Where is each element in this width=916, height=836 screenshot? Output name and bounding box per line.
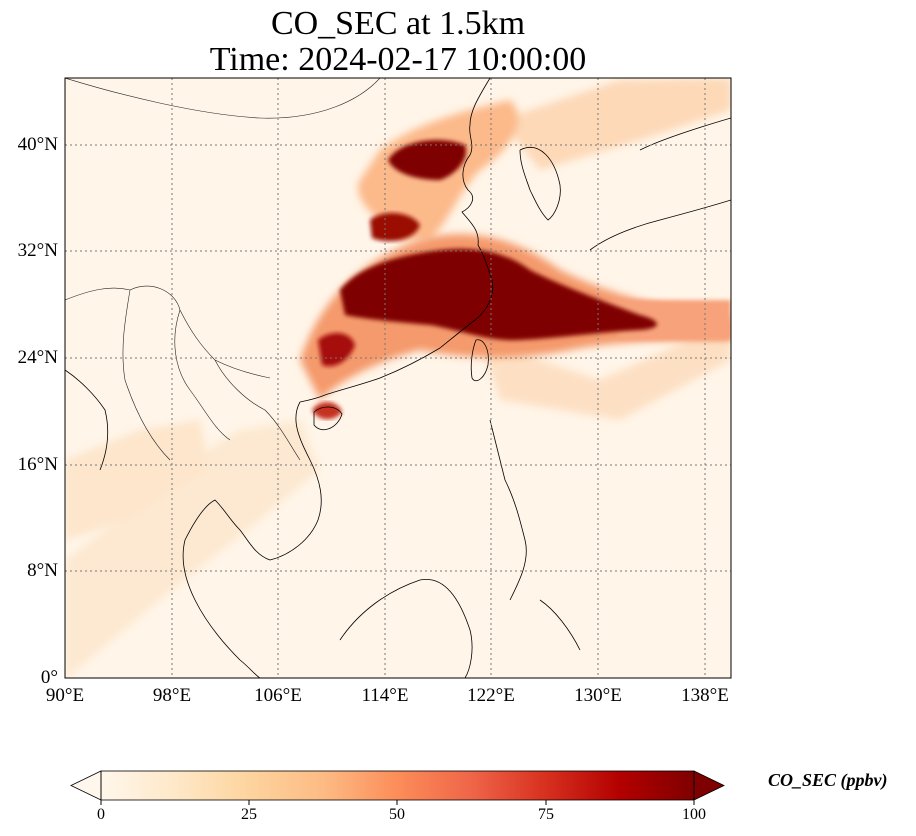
colorbar-tick-label: 75: [538, 806, 554, 823]
colorbar-extend-max: [693, 770, 725, 801]
colorbar-tick-label: 100: [682, 806, 706, 823]
haze-south-china-sea: [65, 420, 320, 678]
plume-core-hainan: [312, 401, 342, 420]
haze-west: [65, 420, 210, 540]
lon-tick-label: 98°E: [152, 685, 192, 706]
haze-outflow-east: [480, 320, 731, 420]
plume-core-north: [388, 140, 466, 180]
lon-tick-label: 106°E: [254, 685, 302, 706]
colorbar-tick-label: 0: [97, 806, 105, 823]
lat-tick-label: 8°N: [27, 560, 58, 581]
coastline-hainan: [313, 406, 343, 431]
map-subtitle-time: Time: 2024-02-17 10:00:00: [209, 41, 587, 78]
lon-tick-label: 122°E: [467, 685, 515, 706]
concentration-field: [65, 78, 731, 678]
lat-tick-label: 40°N: [17, 134, 58, 155]
plume-core-main: [340, 248, 657, 341]
coastline-bay-of-bengal: [65, 369, 109, 471]
colorbar-gradient: [101, 771, 694, 800]
coastline-philippines: [489, 419, 581, 651]
coastline-japan: [589, 117, 731, 251]
lat-tick-label: 16°N: [17, 454, 58, 475]
gridlines: [65, 78, 731, 678]
lat-tick-label: 32°N: [17, 240, 58, 261]
lon-tick-label: 130°E: [574, 685, 622, 706]
coastline-china: [299, 78, 494, 403]
country-borders: [65, 78, 381, 461]
map-frame: [64, 77, 732, 679]
colorbar-tick-label: 50: [389, 806, 405, 823]
colorbar: [70, 770, 725, 805]
colorbar-extend-min: [70, 770, 102, 801]
lat-tick-label: 0°: [40, 667, 58, 688]
plume-core-tianjin: [370, 213, 420, 242]
coastline-borneo: [339, 578, 473, 678]
haze-northeast: [500, 78, 731, 170]
map-title: CO_SEC at 1.5km: [270, 5, 526, 42]
lon-tick-label: 114°E: [361, 685, 409, 706]
coastline-indochina: [182, 401, 322, 678]
lon-tick-label: 138°E: [681, 685, 729, 706]
lon-tick-label: 90°E: [45, 685, 85, 706]
colorbar-tick-label: 25: [241, 806, 257, 823]
coastline-korea: [519, 147, 561, 221]
coastlines: [65, 78, 731, 678]
colorbar-label: CO_SEC (ppbv): [768, 770, 888, 790]
lat-tick-label: 24°N: [17, 347, 58, 368]
